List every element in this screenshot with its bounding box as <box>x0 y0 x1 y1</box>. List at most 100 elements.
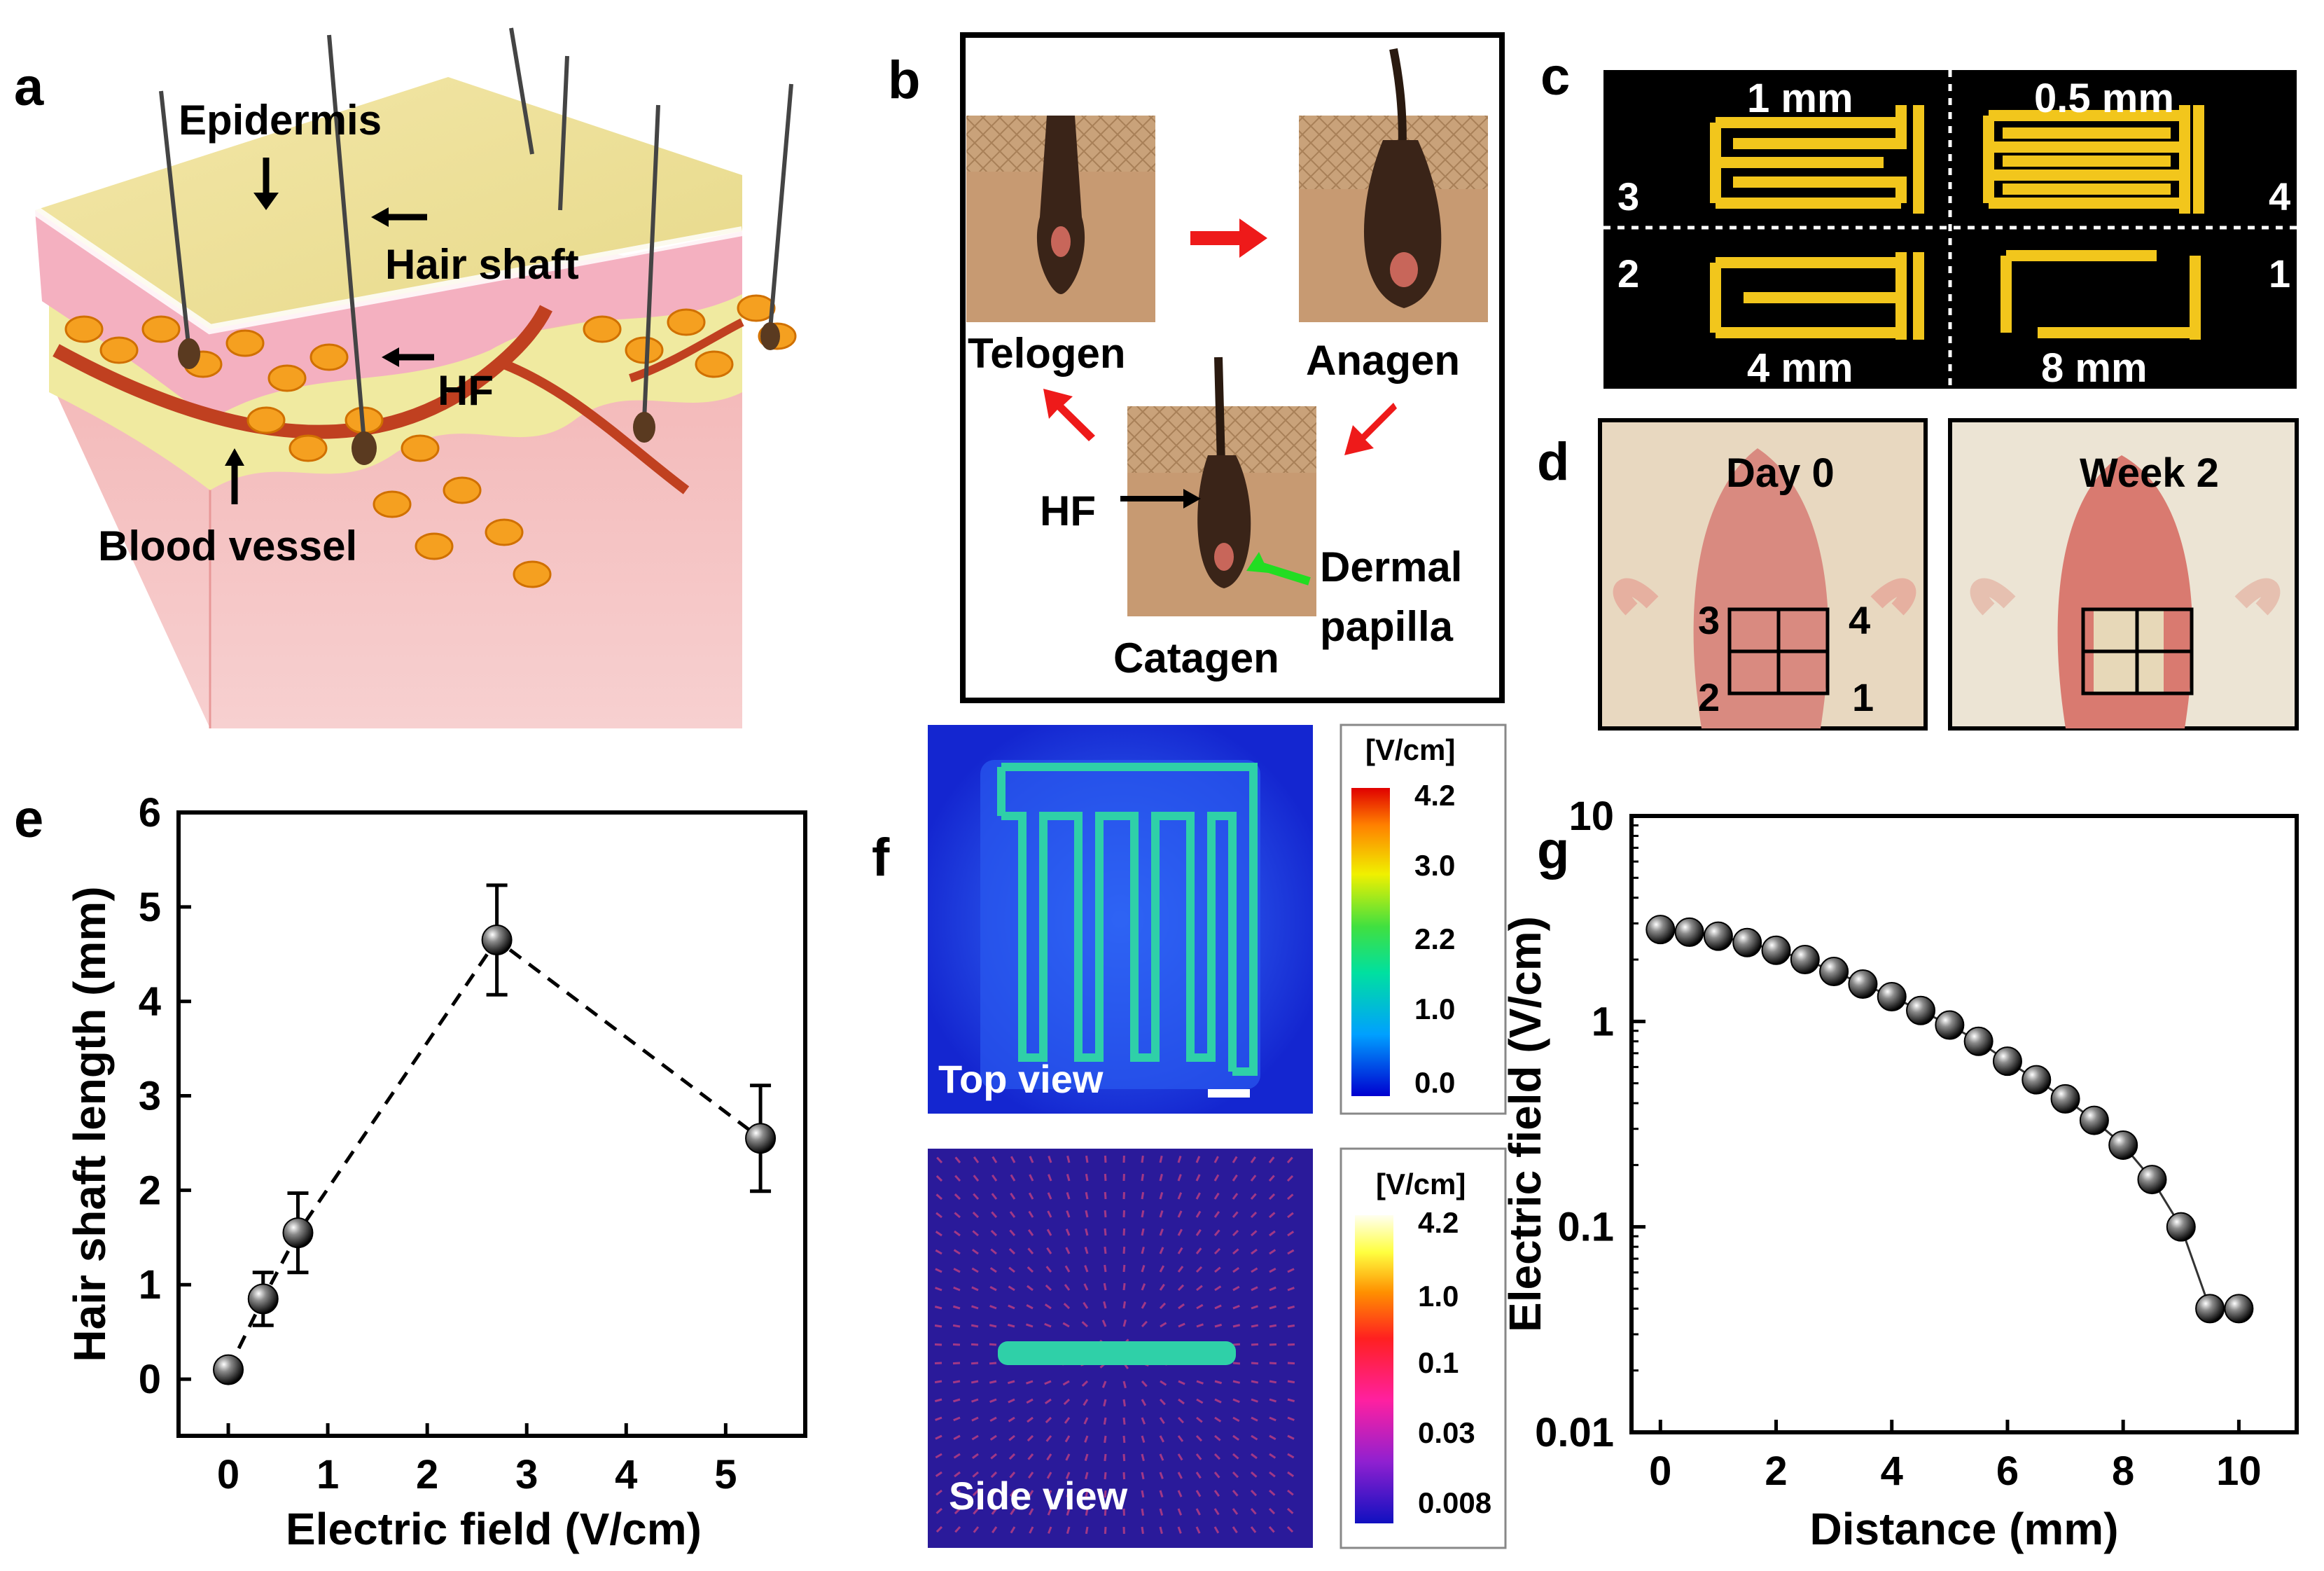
field-vector <box>1008 1247 1016 1255</box>
y-tick-label: 0.1 <box>1557 1205 1614 1250</box>
field-vector <box>1159 1490 1164 1497</box>
top-view-electrode <box>997 763 1258 1076</box>
field-vector <box>1287 1453 1295 1459</box>
field-vector <box>1268 1507 1276 1515</box>
y-tick-label: 0 <box>139 1357 161 1402</box>
field-vector <box>1287 1471 1295 1477</box>
data-point <box>2224 1294 2254 1324</box>
data-point <box>1732 927 1762 957</box>
field-vector <box>1268 1193 1276 1200</box>
field-vector <box>1141 1417 1146 1425</box>
field-vector <box>973 1156 980 1163</box>
field-vector <box>989 1398 997 1403</box>
data-point <box>1645 915 1676 945</box>
field-vector <box>952 1398 961 1403</box>
anagen-illustration <box>1299 48 1488 322</box>
field-vector <box>1104 1155 1107 1163</box>
field-vector <box>1251 1343 1259 1346</box>
field-vector <box>953 1416 961 1422</box>
field-vector <box>1026 1398 1034 1404</box>
field-vector <box>1269 1416 1276 1422</box>
field-vector <box>989 1267 997 1273</box>
field-vector <box>1028 1490 1034 1497</box>
field-vector <box>1214 1434 1221 1441</box>
field-vector <box>1009 1229 1016 1236</box>
field-vector <box>1287 1324 1295 1328</box>
field-vector <box>1048 1174 1052 1182</box>
field-vector <box>1103 1399 1107 1407</box>
field-vector <box>1010 1156 1016 1163</box>
field-vector <box>1066 1192 1071 1200</box>
field-vector <box>1287 1249 1295 1255</box>
field-vector <box>1141 1283 1146 1291</box>
field-vector <box>1287 1287 1295 1292</box>
field-vector <box>1286 1507 1294 1514</box>
field-vector <box>1269 1343 1277 1346</box>
field-vector <box>1047 1192 1052 1200</box>
label-epidermis: Epidermis <box>179 97 382 144</box>
y-tick-label: 2 <box>139 1168 161 1213</box>
field-vector <box>1269 1324 1277 1328</box>
field-vector <box>1081 1321 1089 1328</box>
field-vector <box>1159 1398 1166 1406</box>
field-vector <box>1251 1453 1258 1460</box>
data-point <box>1703 921 1733 951</box>
field-vector <box>1009 1490 1016 1497</box>
field-vector <box>1141 1508 1145 1516</box>
field-vector <box>1232 1285 1240 1292</box>
field-vector <box>1177 1490 1183 1497</box>
field-vector <box>1122 1453 1126 1462</box>
label-grid-4: 4 <box>1849 598 1870 642</box>
field-vector <box>1141 1526 1144 1535</box>
label-quadrant-3: 3 <box>1617 174 1639 219</box>
field-vector <box>1178 1380 1185 1385</box>
field-vector <box>1286 1175 1294 1182</box>
field-vector <box>1232 1211 1239 1218</box>
field-vector <box>1177 1453 1183 1461</box>
label-grid-3: 3 <box>1698 598 1720 642</box>
data-point <box>745 1123 777 1154</box>
field-vector <box>1177 1508 1183 1516</box>
fat-layer <box>49 266 742 490</box>
field-vector <box>971 1248 979 1255</box>
field-vector <box>1159 1417 1165 1425</box>
colorbar-top-tick: 2.2 <box>1414 922 1455 955</box>
field-vector <box>1159 1173 1163 1182</box>
field-vector <box>1287 1489 1294 1496</box>
field-vector <box>971 1305 979 1310</box>
photo-day-0 <box>1598 418 1928 731</box>
field-vector <box>1159 1191 1164 1200</box>
field-vector <box>1085 1508 1089 1516</box>
label-size-8mm: 8 mm <box>2041 345 2148 391</box>
field-vector <box>1064 1435 1071 1443</box>
field-vector <box>1048 1526 1052 1534</box>
field-vector <box>1085 1173 1089 1182</box>
panel-a: a <box>14 27 797 728</box>
field-vector <box>1044 1303 1052 1310</box>
field-vector <box>1104 1508 1107 1516</box>
field-vector <box>991 1490 998 1497</box>
field-vector <box>1085 1155 1089 1163</box>
field-vector <box>935 1175 943 1182</box>
field-vector <box>1232 1229 1239 1237</box>
x-tick-label: 4 <box>615 1452 637 1497</box>
field-vector <box>1195 1434 1203 1442</box>
field-vector <box>972 1489 980 1497</box>
field-vector <box>952 1343 961 1346</box>
field-vector <box>973 1508 980 1515</box>
field-vector <box>1213 1526 1220 1534</box>
x-tick-label: 0 <box>217 1452 239 1497</box>
field-vector <box>1007 1380 1015 1385</box>
y-tick-label: 1 <box>1592 999 1614 1044</box>
field-vector <box>1178 1398 1185 1405</box>
data-point <box>2195 1294 2225 1324</box>
field-vector <box>1103 1417 1107 1425</box>
field-vector <box>1007 1324 1015 1328</box>
field-vector <box>1122 1228 1126 1236</box>
data-point <box>2050 1084 2080 1114</box>
field-vector <box>1214 1416 1222 1423</box>
field-vector <box>1251 1324 1259 1328</box>
field-vector <box>991 1508 998 1515</box>
field-vector <box>990 1229 998 1237</box>
